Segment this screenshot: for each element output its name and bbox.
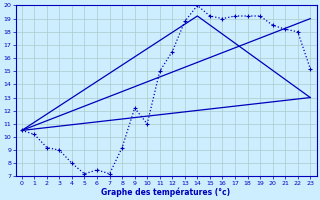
X-axis label: Graphe des températures (°c): Graphe des températures (°c) [101, 187, 231, 197]
